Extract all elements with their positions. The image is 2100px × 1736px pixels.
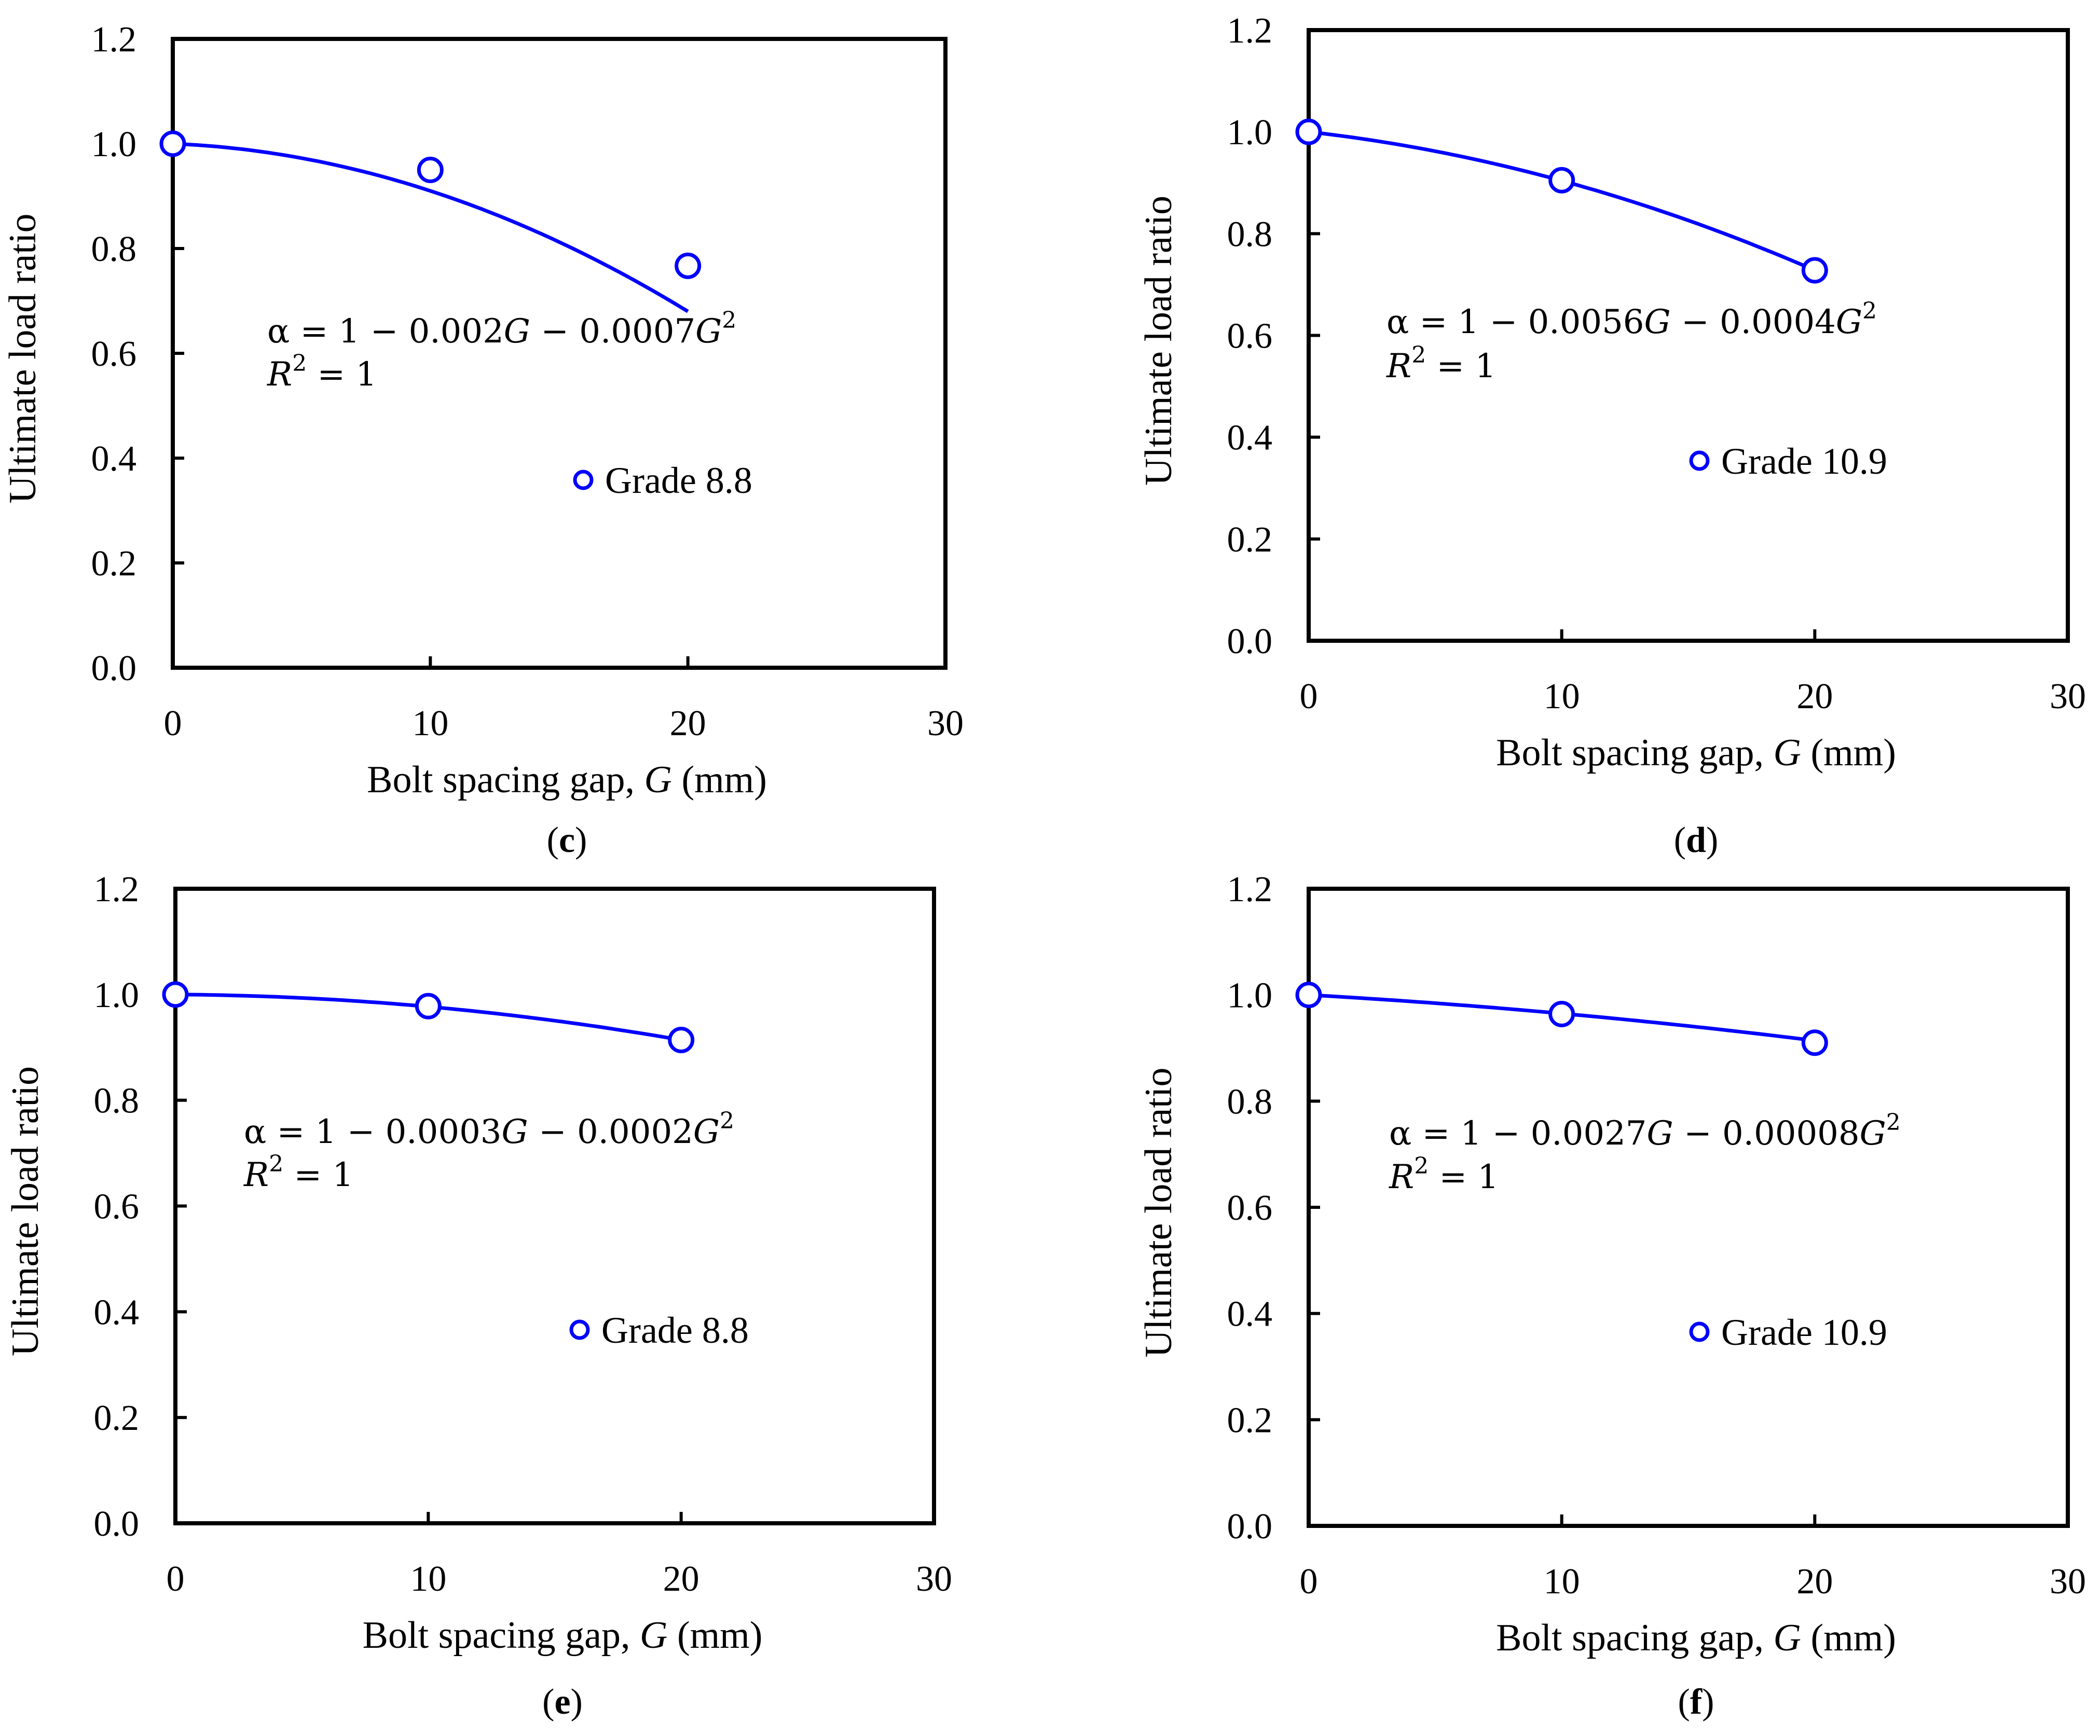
plot-frame	[171, 37, 948, 670]
r-squared-label: R2 = 1	[267, 350, 377, 394]
y-axis-title: Ultimate load ratio	[1137, 196, 1180, 486]
x-tick-label: 0	[167, 1559, 185, 1599]
data-point	[1548, 167, 1575, 194]
y-tick-label: 0.6	[91, 334, 137, 374]
y-tick-label: 0.4	[1227, 418, 1273, 458]
y-axis-title: Ultimate load ratio	[2, 214, 44, 504]
legend-marker	[569, 1319, 590, 1340]
chart-panel-f: 0.0 0.2 0.4 0.6 0.8 1.0 1.2 0 10 20 30 Bolt spacing…	[1137, 870, 2086, 1722]
y-tick-label: 0.0	[91, 649, 137, 688]
y-tick-label: 0.6	[1227, 316, 1273, 356]
x-tick-label: 20	[670, 704, 706, 743]
y-tick-label: 0.2	[1227, 520, 1273, 560]
x-tick-label: 20	[1796, 1562, 1833, 1602]
r-squared-label: R2 = 1	[243, 1151, 353, 1194]
plot-frame	[173, 887, 936, 1525]
x-tick-label: 0	[1300, 677, 1318, 717]
data-point	[668, 1026, 695, 1053]
y-tick-label: 0.0	[1227, 622, 1273, 662]
x-tick-label: 0	[1300, 1562, 1318, 1602]
data-point	[1295, 118, 1322, 145]
x-tick-label: 30	[2050, 1562, 2086, 1602]
data-point	[675, 252, 702, 279]
legend-label: Grade 8.8	[601, 1310, 749, 1351]
x-tick-label: 0	[164, 704, 182, 743]
y-tick-label: 1.2	[94, 870, 140, 910]
y-tick-label: 0.4	[1227, 1294, 1273, 1334]
fit-curve	[172, 142, 689, 313]
x-axis-title: Bolt spacing gap, G (mm)	[1496, 732, 1896, 774]
y-tick-label: 0.2	[91, 544, 137, 584]
chart-panel-d: 0.0 0.2 0.4 0.6 0.8 1.0 1.2 0 10 20 30 Bolt spacing…	[1137, 11, 2086, 860]
data-point	[1548, 1001, 1575, 1028]
plot-frame	[1307, 887, 2070, 1528]
y-tick-label: 0.6	[1227, 1188, 1273, 1228]
panel-label: (c)	[547, 820, 587, 860]
x-tick-label: 20	[1796, 677, 1833, 717]
fit-equation: α = 1 − 0.0056G − 0.0004G2	[1387, 298, 1877, 341]
fit-equation: α = 1 − 0.0027G − 0.00008G2	[1389, 1109, 1901, 1153]
x-tick-label: 30	[2050, 677, 2086, 717]
y-tick-label: 0.8	[94, 1081, 140, 1121]
legend-marker	[1689, 450, 1710, 471]
fit-equation: α = 1 − 0.002G − 0.0007G2	[267, 307, 736, 351]
y-tick-label: 1.2	[1227, 11, 1273, 51]
panel-label: (d)	[1674, 820, 1719, 860]
y-axis-title: Ultimate load ratio	[1137, 1068, 1180, 1358]
y-axis-title: Ultimate load ratio	[4, 1066, 47, 1356]
x-tick-label: 10	[1544, 677, 1580, 717]
x-tick-label: 10	[410, 1559, 446, 1599]
y-tick-label: 0.8	[1227, 214, 1273, 254]
data-point	[159, 130, 186, 157]
y-tick-label: 0.6	[94, 1187, 140, 1227]
legend-label: Grade 10.9	[1721, 1312, 1887, 1353]
fit-equation: α = 1 − 0.0003G − 0.0002G2	[244, 1108, 734, 1151]
data-point	[1801, 1029, 1828, 1056]
data-point	[1295, 982, 1322, 1009]
data-point	[417, 157, 444, 183]
y-tick-label: 1.0	[94, 975, 140, 1015]
y-tick-label: 0.8	[1227, 1082, 1273, 1122]
legend-label: Grade 10.9	[1721, 440, 1887, 482]
y-tick-label: 1.0	[1227, 113, 1273, 153]
x-tick-label: 30	[927, 704, 964, 743]
data-point	[415, 993, 442, 1019]
data-point	[1801, 257, 1828, 284]
x-axis-title: Bolt spacing gap, G (mm)	[1496, 1617, 1896, 1659]
r-squared-label: R2 = 1	[1386, 342, 1496, 385]
x-tick-label: 10	[412, 704, 448, 743]
y-tick-label: 1.0	[1227, 976, 1273, 1016]
panel-label: (f)	[1678, 1682, 1714, 1722]
y-tick-label: 1.2	[1227, 870, 1273, 910]
x-tick-label: 20	[663, 1559, 699, 1599]
x-tick-label: 30	[916, 1559, 952, 1599]
panel-label: (e)	[542, 1682, 583, 1722]
y-tick-label: 0.2	[94, 1398, 140, 1438]
y-tick-label: 1.0	[91, 125, 137, 164]
fit-curve	[1308, 130, 1816, 272]
y-tick-label: 0.2	[1227, 1400, 1273, 1440]
y-tick-label: 0.0	[94, 1504, 140, 1544]
x-tick-label: 10	[1544, 1562, 1580, 1602]
legend-marker	[1689, 1321, 1710, 1342]
chart-panel-e: 0.0 0.2 0.4 0.6 0.8 1.0 1.2 0 10 20 30 Bolt spacing…	[4, 870, 952, 1722]
chart-panel-c: 0.0 0.2 0.4 0.6 0.8 1.0 1.2 0 10 20 30 Bolt spacing…	[2, 20, 964, 860]
x-axis-title: Bolt spacing gap, G (mm)	[367, 759, 767, 801]
x-axis-title: Bolt spacing gap, G (mm)	[363, 1614, 763, 1657]
data-point	[162, 981, 189, 1008]
legend-label: Grade 8.8	[605, 460, 752, 501]
y-tick-label: 0.4	[91, 439, 137, 479]
r-squared-label: R2 = 1	[1389, 1153, 1499, 1196]
y-tick-label: 0.8	[91, 229, 137, 269]
legend-marker	[573, 470, 594, 490]
y-tick-label: 0.0	[1227, 1507, 1273, 1547]
y-tick-label: 0.4	[94, 1292, 140, 1332]
y-tick-label: 1.2	[91, 20, 137, 60]
